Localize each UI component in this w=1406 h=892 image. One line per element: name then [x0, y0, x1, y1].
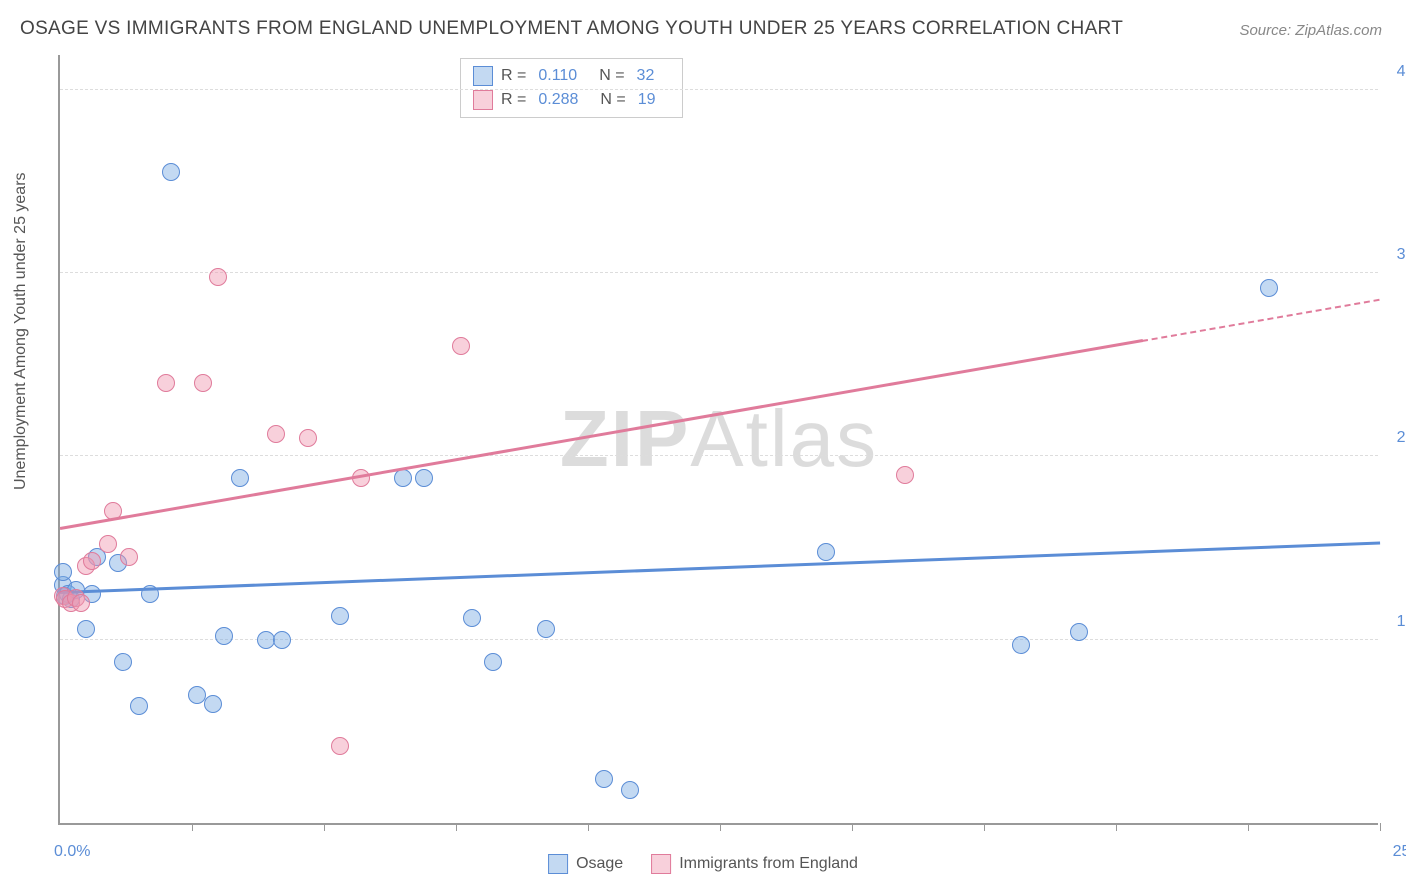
gridline-h	[60, 272, 1378, 273]
data-point-osage	[162, 163, 180, 181]
y-tick-label: 30.0%	[1397, 246, 1406, 264]
legend-swatch-osage	[473, 66, 493, 86]
trendline-immigrants-from-england	[60, 339, 1143, 529]
chart-title: OSAGE VS IMMIGRANTS FROM ENGLAND UNEMPLO…	[20, 18, 1123, 40]
x-tick-start: 0.0%	[54, 843, 90, 861]
chart-container: OSAGE VS IMMIGRANTS FROM ENGLAND UNEMPLO…	[0, 0, 1406, 892]
plot-area: ZIPAtlas R = 0.110 N = 32 R = 0.288 N = …	[58, 55, 1378, 825]
legend-swatch-osage-bottom	[548, 854, 568, 874]
bottom-legend: Osage Immigrants from England	[548, 854, 858, 874]
y-tick-label: 10.0%	[1397, 613, 1406, 631]
data-point-immigrants-from-england	[331, 737, 349, 755]
data-point-osage	[1260, 279, 1278, 297]
data-point-osage	[204, 695, 222, 713]
bottom-legend-england: Immigrants from England	[651, 854, 858, 874]
data-point-immigrants-from-england	[157, 374, 175, 392]
y-axis-label: Unemployment Among Youth under 25 years	[12, 172, 30, 490]
data-point-osage	[1070, 623, 1088, 641]
data-point-osage	[484, 653, 502, 671]
legend-swatch-england	[473, 90, 493, 110]
data-point-osage	[1012, 636, 1030, 654]
data-point-osage	[394, 469, 412, 487]
data-point-immigrants-from-england	[83, 552, 101, 570]
trendline-osage	[60, 542, 1380, 594]
trendline-dashed-immigrants-from-england	[1142, 299, 1380, 342]
data-point-immigrants-from-england	[120, 548, 138, 566]
stats-legend-row-osage: R = 0.110 N = 32	[473, 64, 670, 88]
data-point-osage	[54, 563, 72, 581]
bottom-legend-osage: Osage	[548, 854, 623, 874]
data-point-osage	[817, 543, 835, 561]
x-tick	[984, 823, 985, 831]
x-tick	[720, 823, 721, 831]
x-tick	[1248, 823, 1249, 831]
x-tick	[1380, 823, 1381, 831]
data-point-immigrants-from-england	[299, 429, 317, 447]
gridline-h	[60, 89, 1378, 90]
data-point-osage	[114, 653, 132, 671]
x-tick	[1116, 823, 1117, 831]
x-tick	[324, 823, 325, 831]
x-tick-end: 25.0%	[1393, 843, 1406, 861]
x-tick	[852, 823, 853, 831]
x-tick	[456, 823, 457, 831]
data-point-osage	[415, 469, 433, 487]
stats-legend-row-england: R = 0.288 N = 19	[473, 88, 670, 112]
data-point-immigrants-from-england	[209, 268, 227, 286]
data-point-osage	[331, 607, 349, 625]
source-attribution: Source: ZipAtlas.com	[1239, 22, 1382, 39]
x-tick	[192, 823, 193, 831]
data-point-immigrants-from-england	[194, 374, 212, 392]
data-point-immigrants-from-england	[896, 466, 914, 484]
data-point-osage	[537, 620, 555, 638]
data-point-osage	[273, 631, 291, 649]
data-point-osage	[463, 609, 481, 627]
data-point-osage	[215, 627, 233, 645]
data-point-osage	[595, 770, 613, 788]
data-point-immigrants-from-england	[267, 425, 285, 443]
y-tick-label: 20.0%	[1397, 429, 1406, 447]
data-point-osage	[77, 620, 95, 638]
data-point-immigrants-from-england	[99, 535, 117, 553]
legend-swatch-england-bottom	[651, 854, 671, 874]
data-point-osage	[130, 697, 148, 715]
data-point-immigrants-from-england	[452, 337, 470, 355]
y-tick-label: 40.0%	[1397, 63, 1406, 81]
data-point-osage	[621, 781, 639, 799]
gridline-h	[60, 455, 1378, 456]
watermark: ZIPAtlas	[560, 393, 878, 485]
x-tick	[588, 823, 589, 831]
data-point-osage	[231, 469, 249, 487]
data-point-immigrants-from-england	[72, 594, 90, 612]
